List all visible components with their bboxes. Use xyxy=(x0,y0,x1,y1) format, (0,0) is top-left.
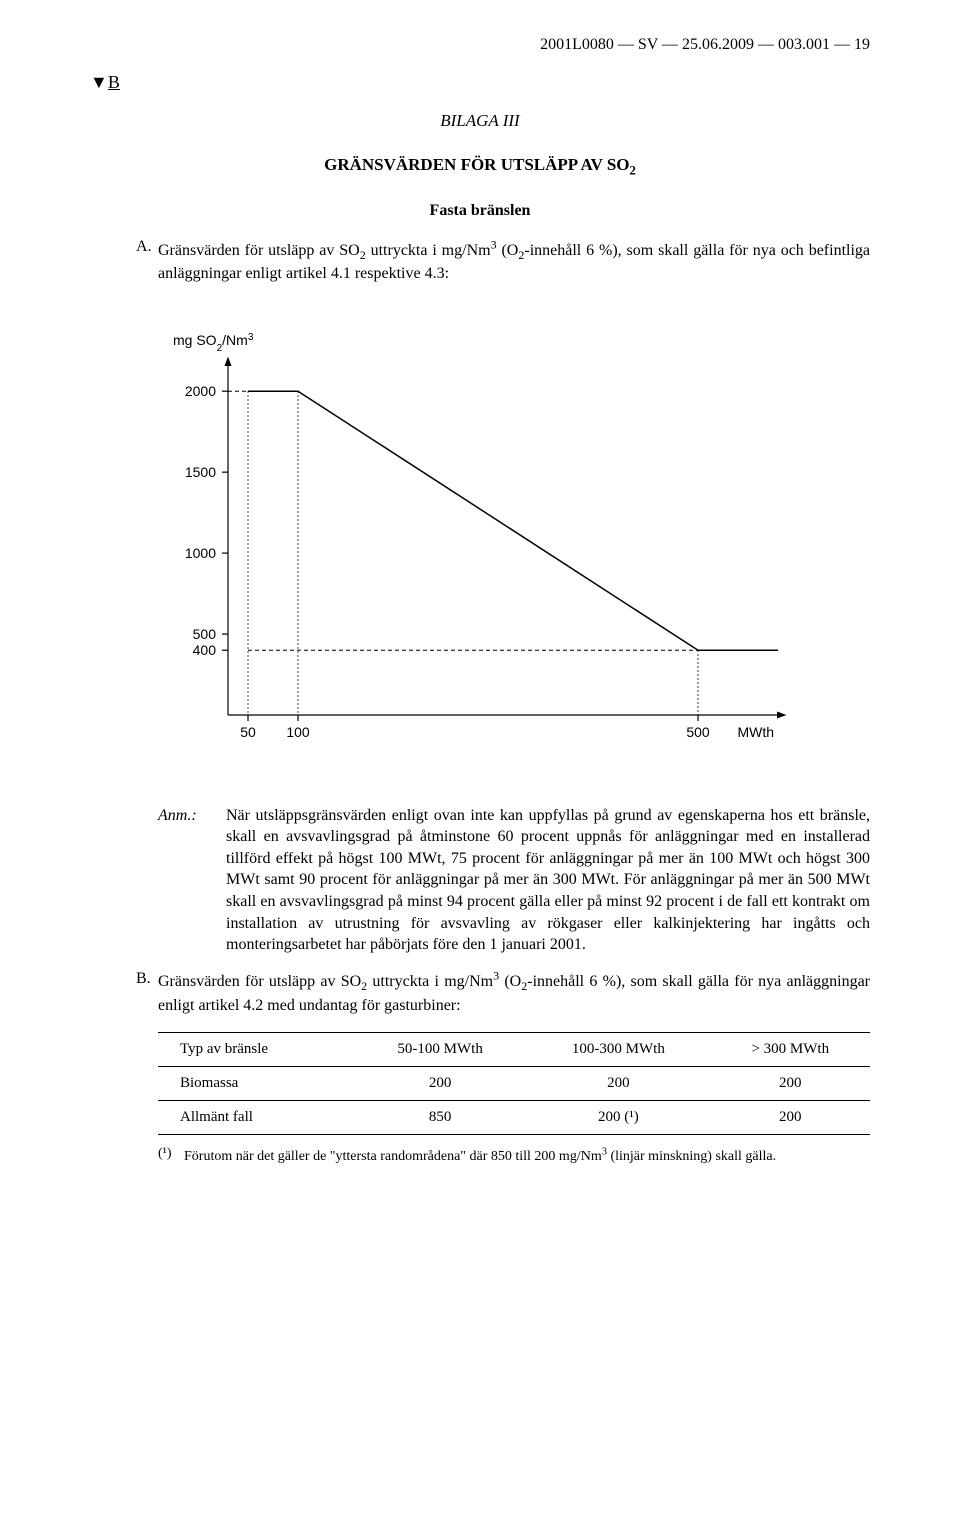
para-b-text: Gränsvärden för utsläpp av SO2 uttryckta… xyxy=(158,973,870,1013)
table-cell: 200 xyxy=(711,1067,870,1101)
section-marker: ▼B xyxy=(90,72,870,93)
table-cell: Biomassa xyxy=(158,1067,354,1101)
table-cell: 200 xyxy=(354,1067,526,1101)
table-cell: 200 xyxy=(526,1067,710,1101)
note-text: När utsläppsgränsvärden enligt ovan inte… xyxy=(226,807,870,954)
table-cell: Allmänt fall xyxy=(158,1101,354,1135)
paragraph-b: B. Gränsvärden för utsläpp av SO2 uttryc… xyxy=(158,968,870,1016)
table-col-2: 100-300 MWth xyxy=(526,1033,710,1067)
para-a-text: Gränsvärden för utsläpp av SO2 uttryckta… xyxy=(158,242,870,282)
table-container: Typ av bränsle 50-100 MWth 100-300 MWth … xyxy=(158,1032,870,1135)
table-row: Allmänt fall 850 200 (¹) 200 xyxy=(158,1101,870,1135)
page-header: 2001L0080 — SV — 25.06.2009 — 003.001 — … xyxy=(90,36,870,54)
svg-text:2000: 2000 xyxy=(185,383,216,399)
svg-text:400: 400 xyxy=(193,642,217,658)
table-col-0: Typ av bränsle xyxy=(158,1033,354,1067)
svg-text:1500: 1500 xyxy=(185,464,216,480)
svg-text:1000: 1000 xyxy=(185,545,216,561)
main-title-pre: GRÄNSVÄRDEN FÖR UTSLÄPP AV SO xyxy=(324,155,629,174)
note-label: Anm.: xyxy=(158,805,197,827)
sub-title: Fasta bränslen xyxy=(90,202,870,220)
chart-container: mg SO2/Nm320001500100050040050100500MWth xyxy=(158,315,870,775)
table-cell: 850 xyxy=(354,1101,526,1135)
paragraph-a: A. Gränsvärden för utsläpp av SO2 uttryc… xyxy=(158,236,870,284)
marker-letter: B xyxy=(108,72,120,92)
footnote-text: Förutom när det gäller de "yttersta rand… xyxy=(184,1149,776,1164)
para-a-label: A. xyxy=(136,236,152,258)
svg-text:mg SO2/Nm3: mg SO2/Nm3 xyxy=(173,331,254,353)
table-row: Biomassa 200 200 200 xyxy=(158,1067,870,1101)
table-col-1: 50-100 MWth xyxy=(354,1033,526,1067)
para-b-label: B. xyxy=(136,968,151,990)
emissions-table: Typ av bränsle 50-100 MWth 100-300 MWth … xyxy=(158,1032,870,1135)
main-title: GRÄNSVÄRDEN FÖR UTSLÄPP AV SO2 xyxy=(90,155,870,178)
svg-text:500: 500 xyxy=(686,724,710,740)
table-cell: 200 (¹) xyxy=(526,1101,710,1135)
footnote: (¹) Förutom när det gäller de "yttersta … xyxy=(158,1145,870,1167)
svg-text:500: 500 xyxy=(193,626,217,642)
main-title-sub: 2 xyxy=(630,163,636,177)
marker-triangle: ▼ xyxy=(90,72,108,92)
svg-text:50: 50 xyxy=(240,724,256,740)
table-cell: 200 xyxy=(711,1101,870,1135)
footnote-mark: (¹) xyxy=(158,1145,172,1164)
note-block: Anm.: När utsläppsgränsvärden enligt ova… xyxy=(158,805,870,956)
annex-title: BILAGA III xyxy=(90,111,870,131)
svg-text:100: 100 xyxy=(286,724,310,740)
so2-chart: mg SO2/Nm320001500100050040050100500MWth xyxy=(158,315,798,775)
svg-text:MWth: MWth xyxy=(737,724,774,740)
table-col-3: > 300 MWth xyxy=(711,1033,870,1067)
table-header-row: Typ av bränsle 50-100 MWth 100-300 MWth … xyxy=(158,1033,870,1067)
